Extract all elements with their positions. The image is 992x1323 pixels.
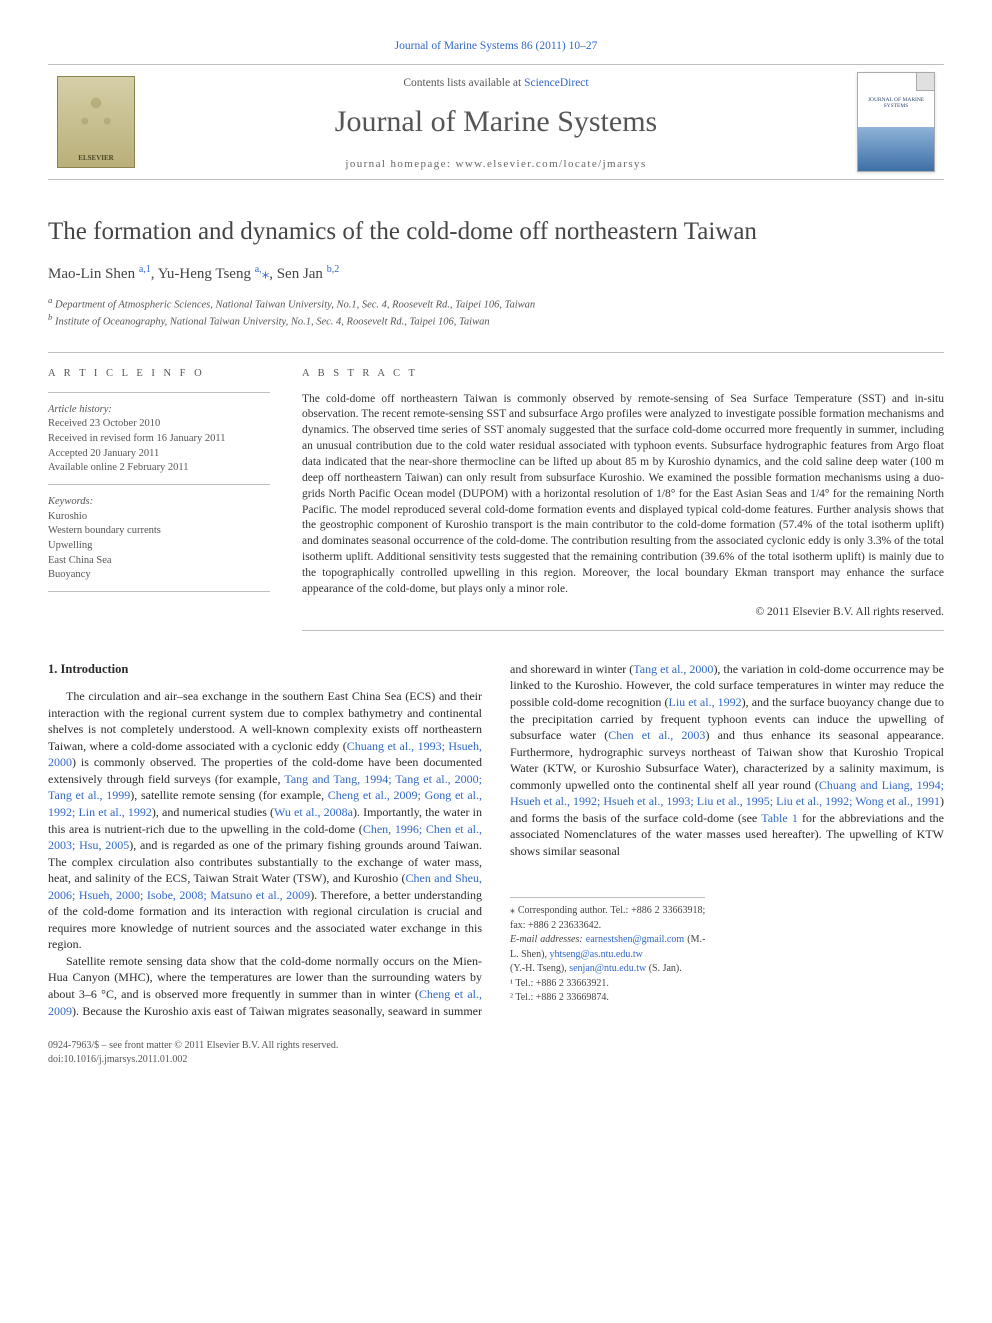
page-footer: 0924-7963/$ – see front matter © 2011 El… [48,1039,944,1067]
publisher-logo-cell: ELSEVIER [48,65,144,178]
front-matter-line: 0924-7963/$ – see front matter © 2011 El… [48,1039,338,1053]
email-jan-who: (S. Jan). [646,963,682,974]
section-1-heading: 1. Introduction [48,661,482,678]
sciencedirect-link[interactable]: ScienceDirect [524,77,589,89]
abstract-text: The cold-dome off northeastern Taiwan is… [302,392,944,598]
keywords-list: KuroshioWestern boundary currentsUpwelli… [48,510,270,583]
journal-homepage: journal homepage: www.elsevier.com/locat… [152,157,840,172]
dogear-icon [916,73,934,91]
cover-caption: JOURNAL OF MARINE SYSTEMS [864,97,928,110]
email-line-2: (Y.-H. Tseng), senjan@ntu.edu.tw (S. Jan… [510,962,705,977]
article-info-heading: A R T I C L E I N F O [48,367,270,382]
doi-line: doi:10.1016/j.jmarsys.2011.01.002 [48,1053,338,1067]
footnotes-block: ⁎ Corresponding author. Tel.: +886 2 336… [510,897,705,1006]
journal-cover-cell: JOURNAL OF MARINE SYSTEMS [848,65,944,178]
email-jan[interactable]: senjan@ntu.edu.tw [569,963,646,974]
elsevier-logo: ELSEVIER [57,76,135,168]
abstract-column: A B S T R A C T The cold-dome off northe… [302,367,944,631]
elsevier-logo-label: ELSEVIER [78,154,113,164]
emails-label: E-mail addresses: [510,934,583,945]
abstract-heading: A B S T R A C T [302,367,944,382]
history-list: Received 23 October 2010Received in revi… [48,417,270,476]
email-shen[interactable]: earnestshen@gmail.com [586,934,684,945]
affiliations: a Department of Atmospheric Sciences, Na… [48,295,944,330]
history-label: Article history: [48,403,270,418]
keywords-label: Keywords: [48,495,270,510]
corr-author-note: ⁎ Corresponding author. Tel.: +886 2 336… [510,904,705,933]
tel-1: ¹ Tel.: +886 2 33663921. [510,977,705,992]
email-line: E-mail addresses: earnestshen@gmail.com … [510,933,705,962]
journal-cover-thumbnail: JOURNAL OF MARINE SYSTEMS [857,72,935,172]
author-list: Mao-Lin Shen a,1, Yu-Heng Tseng a,⁎, Sen… [48,263,944,285]
tel-2: ² Tel.: +886 2 33669874. [510,991,705,1006]
journal-header: ELSEVIER Contents lists available at Sci… [48,64,944,179]
article-title: The formation and dynamics of the cold-d… [48,214,944,249]
intro-para-1: The circulation and air–sea exchange in … [48,688,482,953]
contents-line: Contents lists available at ScienceDirec… [152,75,840,91]
article-info-column: A R T I C L E I N F O Article history: R… [48,367,270,631]
abstract-copyright: © 2011 Elsevier B.V. All rights reserved… [302,604,944,620]
email-tseng-who: (Y.-H. Tseng), [510,963,569,974]
contents-prefix: Contents lists available at [403,77,524,89]
body-two-column: 1. Introduction The circulation and air–… [48,661,944,1019]
journal-citation: Journal of Marine Systems 86 (2011) 10–2… [48,38,944,54]
journal-name: Journal of Marine Systems [152,101,840,143]
email-tseng[interactable]: yhtseng@as.ntu.edu.tw [549,949,642,960]
